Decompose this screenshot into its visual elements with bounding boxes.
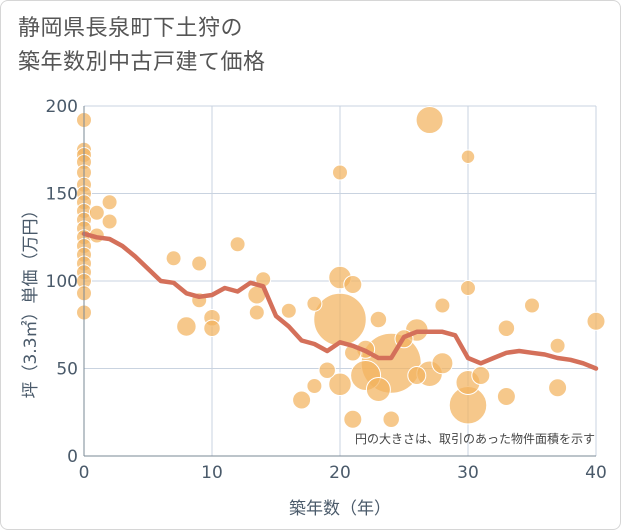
x-tick-label: 40 (585, 463, 607, 483)
data-bubble (280, 302, 297, 319)
data-bubble (524, 297, 540, 314)
data-bubble (101, 213, 118, 230)
bubble-series (76, 106, 606, 429)
data-bubble (460, 280, 476, 296)
data-bubble (165, 250, 182, 267)
data-bubble (191, 255, 208, 272)
average-line-group (81, 231, 599, 371)
axes (83, 106, 596, 457)
bubble-size-note: 円の大きさは、取引のあった物件面積を示す (355, 431, 595, 446)
data-bubble (415, 106, 444, 134)
data-bubble (88, 204, 105, 221)
y-tick-label: 0 (67, 447, 78, 467)
data-bubble (318, 361, 336, 379)
data-bubble (332, 164, 348, 181)
title-line-2: 築年数別中古戸建て価格 (18, 50, 266, 75)
data-bubble (434, 297, 451, 314)
data-bubble (248, 304, 265, 321)
tick-labels: 0 10 20 30 40 0 50 100 150 200 (46, 97, 607, 483)
data-bubble (328, 372, 352, 396)
y-tick-label: 100 (46, 272, 78, 292)
x-tick-label: 20 (329, 463, 351, 483)
data-bubble (203, 319, 221, 337)
data-bubble (586, 311, 606, 331)
data-bubble (292, 390, 312, 410)
data-bubble (306, 378, 323, 394)
data-bubble (548, 378, 568, 398)
x-tick-label: 0 (79, 463, 90, 483)
y-tick-label: 200 (46, 97, 78, 117)
data-bubble (382, 410, 400, 428)
data-bubble (306, 295, 323, 312)
data-bubble (369, 310, 388, 329)
data-bubble (343, 409, 363, 429)
data-bubble (496, 387, 516, 406)
y-tick-label: 50 (56, 360, 78, 380)
data-bubble (407, 366, 427, 385)
title-line-1: 静岡県長泉町下土狩の (18, 16, 244, 41)
y-tick-label: 150 (46, 185, 78, 205)
x-tick-label: 30 (457, 463, 479, 483)
data-bubble (101, 194, 118, 211)
data-bubble (549, 337, 566, 354)
average-price-line (81, 231, 599, 371)
data-bubble (471, 366, 491, 385)
data-bubble (431, 352, 454, 375)
data-bubble (313, 292, 367, 347)
y-axis-title: 坪（3.3㎡）単価（万円） (21, 201, 41, 398)
x-axis-title: 築年数（年） (289, 499, 391, 519)
data-bubble (229, 236, 246, 253)
chart-title: 静岡県長泉町下土狩の 築年数別中古戸建て価格 (18, 12, 266, 80)
x-tick-label: 10 (201, 463, 223, 483)
data-bubble (460, 149, 476, 164)
data-bubble (365, 377, 391, 402)
data-bubble (176, 316, 197, 337)
data-bubble (343, 275, 363, 294)
data-bubble (497, 319, 516, 337)
